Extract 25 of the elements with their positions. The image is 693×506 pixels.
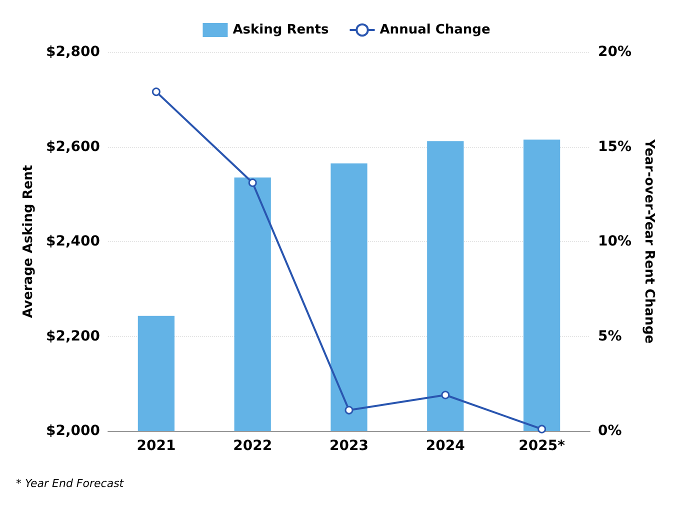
y-tick-label: $2,600 <box>46 138 100 155</box>
x-tick-label: 2023 <box>330 438 368 454</box>
point <box>152 88 160 96</box>
point <box>538 424 546 434</box>
x-tick-label: 2024 <box>426 438 466 454</box>
x-tick-label: 2021 <box>136 438 176 454</box>
x-tick-label: 2022 <box>233 438 272 454</box>
y-tick-label: $2,000 <box>46 423 100 439</box>
y2-axis-title: Year-over-Year Rent Change <box>641 138 656 344</box>
point <box>441 390 450 400</box>
y-tick-label: $2,800 <box>46 44 100 60</box>
point <box>248 178 257 188</box>
point <box>344 406 354 414</box>
text: * Year End Forecast <box>16 477 124 490</box>
y-tick-label: $2,200 <box>46 328 100 344</box>
x-tick-label: 2025* <box>518 438 566 454</box>
y2-tick-label: 15% <box>598 138 632 155</box>
y2-tick-label: 5% <box>598 328 622 344</box>
y2-tick-label: 0% <box>598 423 622 439</box>
y2-tick-label: 10% <box>598 234 632 250</box>
y-tick-label: $2,400 <box>46 234 100 250</box>
y2-tick-label: 20% <box>598 44 632 60</box>
legend-label: Asking Rents <box>232 22 330 38</box>
legend-label: Annual Change <box>380 22 490 38</box>
y-axis-title: Average Asking Rent <box>21 164 36 318</box>
